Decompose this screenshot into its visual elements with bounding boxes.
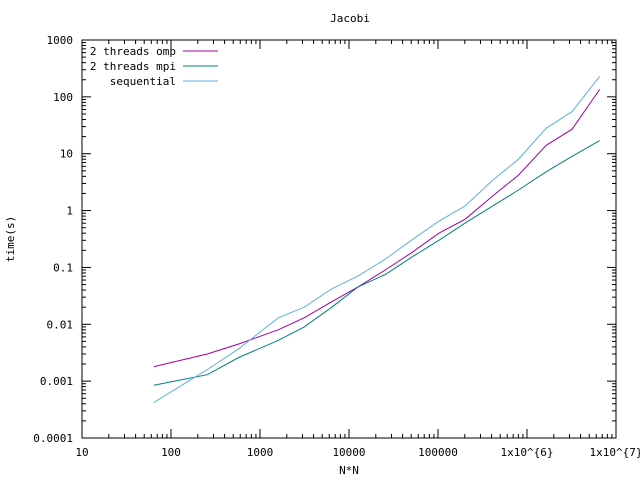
x-tick-label: 1000 [247,446,274,459]
y-tick-label: 1000 [47,34,74,47]
legend-label-0: 2 threads omp [90,45,176,58]
y-tick-label: 1 [66,205,73,218]
series-line-2 [153,75,601,404]
legend: 2 threads omp 2 threads mpi sequential [90,45,218,88]
y-tick-label: 0.01 [47,318,74,331]
y-tick-label: 0.001 [40,375,73,388]
series-lines [153,75,601,404]
x-tick-label: 1x10^{7} [590,446,640,459]
y-tick-label: 10 [60,148,73,161]
plot-frame [81,39,617,439]
series-line-0 [153,89,601,368]
x-tick-label: 10 [75,446,88,459]
legend-label-1: 2 threads mpi [90,60,176,73]
y-axis-title: time(s) [4,216,17,262]
y-tick-label: 0.0001 [33,432,73,445]
y-tick-label: 100 [53,91,73,104]
chart-title: Jacobi [330,12,370,25]
legend-label-2: sequential [110,75,176,88]
x-axis-title: N*N [339,464,359,477]
x-tick-label: 100 [161,446,181,459]
axis-ticks: 10 100 1000 10000 100000 1x10^{6} 1x10^{7} 0.00… [33,34,640,459]
x-tick-label: 1x10^{6} [501,446,554,459]
x-tick-label: 100000 [418,446,458,459]
y-tick-label: 0.1 [53,261,73,274]
x-tick-label: 10000 [332,446,365,459]
series-line-1 [153,140,600,386]
